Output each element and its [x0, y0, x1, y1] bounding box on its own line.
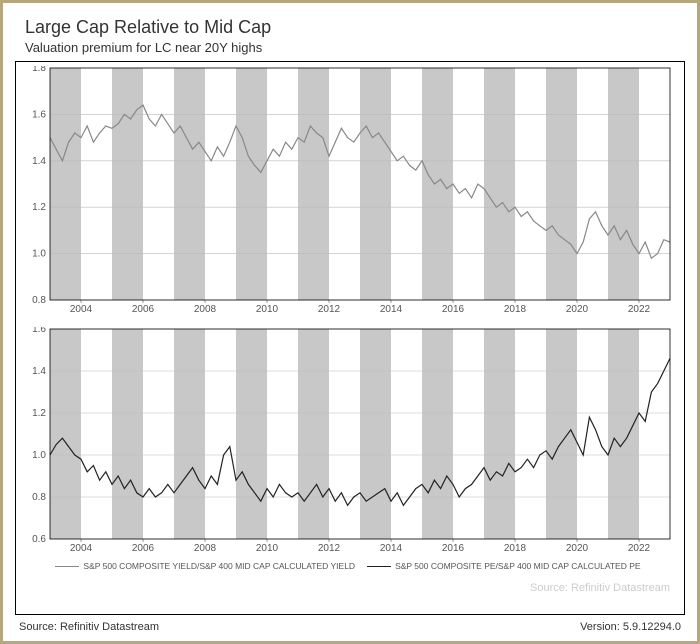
svg-text:0.8: 0.8 — [32, 492, 46, 503]
top-panel: 0.8 1.0 1.2 1.4 1.6 1.8 2004 2006 2008 2010 2012 20… — [20, 66, 676, 316]
svg-text:1.2: 1.2 — [32, 408, 46, 419]
version-text: Version: 5.9.12294.0 — [580, 621, 681, 633]
watermark: Source: Refinitiv Datastream — [20, 577, 676, 599]
svg-text:1.6: 1.6 — [32, 109, 46, 120]
svg-text:2020: 2020 — [566, 543, 589, 554]
svg-text:1.8: 1.8 — [32, 66, 46, 74]
chart-container: Large Cap Relative to Mid Cap Valuation … — [0, 0, 700, 644]
chart-subtitle: Valuation premium for LC near 20Y highs — [25, 40, 685, 55]
svg-text:0.8: 0.8 — [32, 295, 46, 306]
svg-text:1.4: 1.4 — [32, 366, 46, 377]
svg-text:2008: 2008 — [194, 304, 217, 315]
svg-text:2022: 2022 — [628, 543, 651, 554]
source-text: Source: Refinitiv Datastream — [19, 621, 159, 633]
legend: S&P 500 COMPOSITE YIELD/S&P 400 MID CAP … — [20, 556, 676, 578]
svg-text:1.4: 1.4 — [32, 156, 46, 167]
svg-text:1.6: 1.6 — [32, 327, 46, 335]
svg-text:2004: 2004 — [70, 543, 93, 554]
svg-text:2012: 2012 — [318, 543, 341, 554]
svg-text:1.2: 1.2 — [32, 202, 46, 213]
svg-text:1.0: 1.0 — [32, 249, 46, 260]
chart-frame: 0.8 1.0 1.2 1.4 1.6 1.8 2004 2006 2008 2010 2012 20… — [15, 61, 685, 615]
svg-text:2006: 2006 — [132, 543, 155, 554]
svg-text:2022: 2022 — [628, 304, 651, 315]
bottom-panel: 0.6 0.8 1.0 1.2 1.4 1.6 2004 2006 2008 2010 2012 20… — [20, 327, 676, 555]
legend-item-pe: S&P 500 COMPOSITE PE/S&P 400 MID CAP CAL… — [367, 561, 641, 571]
svg-text:2018: 2018 — [504, 304, 527, 315]
svg-text:2012: 2012 — [318, 304, 341, 315]
svg-text:2020: 2020 — [566, 304, 589, 315]
svg-text:2004: 2004 — [70, 304, 93, 315]
chart-title: Large Cap Relative to Mid Cap — [25, 17, 685, 38]
footer: Source: Refinitiv Datastream Version: 5.… — [15, 615, 685, 633]
svg-text:0.6: 0.6 — [32, 534, 46, 545]
svg-text:2014: 2014 — [380, 304, 403, 315]
svg-text:1.0: 1.0 — [32, 450, 46, 461]
legend-label-1: S&P 500 COMPOSITE YIELD/S&P 400 MID CAP … — [83, 561, 355, 571]
legend-swatch-1 — [55, 566, 79, 567]
svg-text:2016: 2016 — [442, 304, 465, 315]
svg-text:2018: 2018 — [504, 543, 527, 554]
svg-text:2010: 2010 — [256, 543, 279, 554]
legend-label-2: S&P 500 COMPOSITE PE/S&P 400 MID CAP CAL… — [395, 561, 641, 571]
svg-text:2006: 2006 — [132, 304, 155, 315]
legend-item-yield: S&P 500 COMPOSITE YIELD/S&P 400 MID CAP … — [55, 561, 355, 571]
svg-text:2010: 2010 — [256, 304, 279, 315]
legend-swatch-2 — [367, 566, 391, 567]
svg-text:2016: 2016 — [442, 543, 465, 554]
svg-text:2008: 2008 — [194, 543, 217, 554]
svg-text:2014: 2014 — [380, 543, 403, 554]
